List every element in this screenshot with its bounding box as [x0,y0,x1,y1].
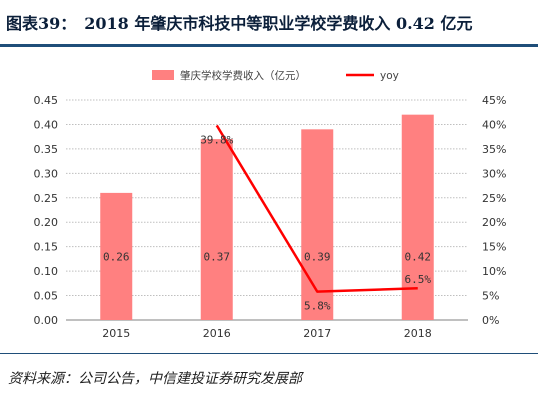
bar [401,114,434,321]
bar-value-label: 0.39 [304,250,331,263]
y-tick-label: 0.20 [34,216,59,229]
chart: 0.00 0% 0.05 5% 0.10 10% 0.15 15% 0.20 20% 0.25 25%… [34,69,507,340]
chart-title: 图表39： 2018 年肇庆市科技中等职业学校学费收入 0.42 亿元 [6,14,473,33]
y2-tick-label: 35% [482,143,506,156]
legend-bar-label: 肇庆学校学费收入（亿元） [180,69,306,82]
bar-value-label: 0.37 [204,250,231,263]
x-tick-label: 2017 [303,327,331,340]
y2-tick-label: 10% [482,265,506,278]
y-tick-label: 0.40 [34,118,59,131]
y-tick-label: 0.00 [34,314,59,327]
source-note: 资料来源：公司公告，中信建投证券研究发展部 [8,371,302,387]
y-tick-label: 0.35 [34,143,59,156]
bar [301,129,334,320]
y-tick-label: 0.10 [34,265,59,278]
bar-value-label: 0.26 [103,250,130,263]
y2-tick-label: 25% [482,192,506,205]
y2-tick-label: 30% [482,167,506,180]
x-tick-label: 2016 [203,327,231,340]
line-value-label: 6.5% [405,273,432,286]
y2-tick-label: 40% [482,118,506,131]
bar [100,192,133,320]
line-value-label: 5.8% [304,300,331,313]
legend-line-label: yoy [380,70,399,82]
x-tick-label: 2015 [102,327,130,340]
footer-divider [0,353,538,354]
y2-tick-label: 20% [482,216,506,229]
header-divider [0,44,538,47]
bar [200,139,233,320]
y2-tick-label: 15% [482,241,506,254]
y2-tick-label: 0% [482,314,499,327]
line-value-label: 39.8% [200,133,233,146]
y-tick-label: 0.15 [34,241,59,254]
yoy-line [215,124,418,293]
y2-tick-label: 5% [482,290,499,303]
y-tick-label: 0.45 [34,94,59,107]
x-tick-label: 2018 [404,327,432,340]
bar-value-label: 0.42 [405,250,432,263]
y2-tick-label: 45% [482,94,506,107]
y-tick-label: 0.30 [34,167,59,180]
legend-bar-swatch [152,70,174,80]
y-tick-label: 0.05 [34,290,59,303]
y-tick-label: 0.25 [34,192,59,205]
